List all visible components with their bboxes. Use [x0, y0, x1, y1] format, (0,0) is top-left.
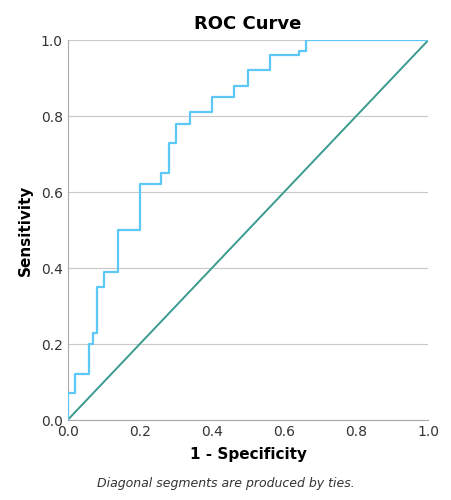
X-axis label: 1 - Specificity: 1 - Specificity [189, 447, 307, 462]
Text: Diagonal segments are produced by ties.: Diagonal segments are produced by ties. [97, 477, 354, 490]
Y-axis label: Sensitivity: Sensitivity [18, 184, 32, 276]
Title: ROC Curve: ROC Curve [194, 15, 302, 33]
